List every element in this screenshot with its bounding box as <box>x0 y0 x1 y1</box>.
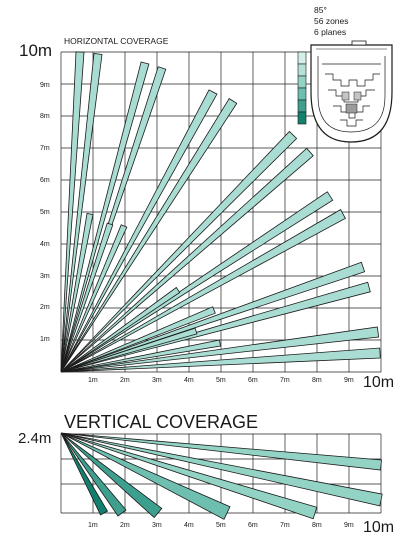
plane-shade-swatch-1 <box>297 51 307 65</box>
y-tick-4m: 4m <box>40 241 50 248</box>
y-tick-9m: 9m <box>40 82 50 89</box>
v-x-tick-1m: 1m <box>88 522 98 529</box>
horizontal-x-max-label: 10m <box>363 374 394 391</box>
vertical-x-max-label: 10m <box>363 519 394 533</box>
horizontal-coverage: HORIZONTAL COVERAGE 10m 10m 1m 2m 3m 4m … <box>19 36 394 391</box>
horizontal-beam <box>60 286 181 373</box>
horizontal-beam <box>60 147 314 373</box>
x-tick-1m: 1m <box>88 377 98 384</box>
y-tick-6m: 6m <box>40 177 50 184</box>
horizontal-beams <box>60 51 381 373</box>
horizontal-beam <box>60 51 85 373</box>
vertical-beam <box>60 432 383 507</box>
horizontal-beam <box>60 222 114 373</box>
spec-zones: 56 zones <box>314 16 349 26</box>
horizontal-beam <box>60 347 381 373</box>
x-tick-8m: 8m <box>312 377 322 384</box>
spec-planes: 6 planes <box>314 27 346 37</box>
v-x-tick-5m: 5m <box>216 522 226 529</box>
horizontal-beam <box>60 326 380 373</box>
horizontal-beam <box>60 209 346 373</box>
horizontal-beam <box>60 61 150 373</box>
y-tick-7m: 7m <box>40 145 50 152</box>
horizontal-beam <box>60 89 218 373</box>
plane-shade-swatch-5 <box>297 99 307 113</box>
v-x-tick-4m: 4m <box>184 522 194 529</box>
v-x-tick-7m: 7m <box>280 522 290 529</box>
v-x-tick-2m: 2m <box>120 522 130 529</box>
vertical-beam <box>60 432 231 520</box>
vertical-beam <box>60 432 382 471</box>
v-x-tick-9m: 9m <box>344 522 354 529</box>
y-tick-2m: 2m <box>40 304 50 311</box>
x-tick-7m: 7m <box>280 377 290 384</box>
vertical-coverage: VERTICAL COVERAGE 2.4m 10m 1m 2m 3m 4m 5… <box>18 412 394 533</box>
v-x-tick-3m: 3m <box>152 522 162 529</box>
x-tick-5m: 5m <box>216 377 226 384</box>
vertical-beam <box>60 432 318 520</box>
v-x-tick-8m: 8m <box>312 522 322 529</box>
y-tick-8m: 8m <box>40 113 50 120</box>
vertical-beams <box>60 432 383 520</box>
horizontal-beam <box>60 306 216 373</box>
plane-shade-swatch-2 <box>297 63 307 77</box>
x-tick-4m: 4m <box>184 377 194 384</box>
spec-angle: 85° <box>314 5 327 15</box>
plane-shade-legend <box>297 51 307 125</box>
horizontal-beam <box>60 213 94 373</box>
y-tick-3m: 3m <box>40 273 50 280</box>
y-tick-5m: 5m <box>40 209 50 216</box>
y-tick-1m: 1m <box>40 336 50 343</box>
vertical-beam <box>60 432 127 517</box>
x-tick-6m: 6m <box>248 377 258 384</box>
plane-shade-swatch-6 <box>297 111 307 125</box>
vertical-x-ticks: 1m 2m 3m 4m 5m 6m 7m 8m 9m <box>88 522 354 529</box>
x-tick-3m: 3m <box>152 377 162 384</box>
horizontal-y-max-label: 10m <box>19 41 52 60</box>
horizontal-beam <box>60 339 221 373</box>
horizontal-beam <box>60 53 103 373</box>
vertical-height-label: 2.4m <box>18 430 51 447</box>
horizontal-title: HORIZONTAL COVERAGE <box>64 36 169 46</box>
x-tick-9m: 9m <box>344 377 354 384</box>
plane-shade-swatch-3 <box>297 75 307 89</box>
vertical-beam <box>60 432 109 516</box>
horizontal-y-ticks: 1m 2m 3m 4m 5m 6m 7m 8m 9m <box>40 82 50 343</box>
horizontal-beam <box>60 130 298 373</box>
horizontal-x-ticks: 1m 2m 3m 4m 5m 6m 7m 8m 9m <box>88 377 354 384</box>
v-x-tick-6m: 6m <box>248 522 258 529</box>
horizontal-beam <box>60 224 128 373</box>
horizontal-beam <box>60 261 366 373</box>
x-tick-2m: 2m <box>120 377 130 384</box>
plane-shade-swatch-4 <box>297 87 307 101</box>
vertical-title: VERTICAL COVERAGE <box>64 412 258 432</box>
vertical-beam <box>60 432 163 519</box>
horizontal-beam <box>60 327 198 373</box>
detector-pattern-icon <box>310 40 393 143</box>
horizontal-beam <box>60 98 238 373</box>
spec-info: 85° 56 zones 6 planes <box>314 5 349 37</box>
